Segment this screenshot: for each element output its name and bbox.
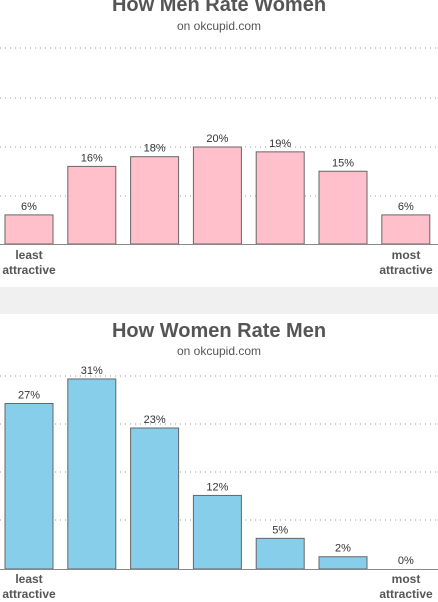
x-axis-right-label: most attractive xyxy=(379,572,433,601)
bar-6 xyxy=(318,170,368,245)
chart-title: How Women Rate Men xyxy=(111,320,327,342)
bar-1 xyxy=(4,214,54,245)
bar-2 xyxy=(67,165,117,245)
chart-panel-women-rate-men: How Women Rate Men on okcupid.com 27% 31%… xyxy=(0,314,438,601)
bar-2 xyxy=(67,378,117,570)
bar-value-label: 31% xyxy=(81,365,103,377)
x-axis-left-label: least attractive xyxy=(2,572,56,601)
bar-1 xyxy=(4,402,54,570)
bar-chart-plot: 6% 16% 18% 20% 19% 15% 6% xyxy=(0,47,438,245)
bar-3 xyxy=(130,156,180,245)
bar-value-label: 0% xyxy=(398,555,414,567)
chart-title: How Men Rate Women xyxy=(111,0,327,16)
bar-value-label: 19% xyxy=(269,138,291,150)
bar-value-label: 12% xyxy=(206,481,228,493)
bar-value-label: 23% xyxy=(144,414,166,426)
chart-panel-men-rate-women: How Men Rate Women on okcupid.com 6% 16% 1… xyxy=(0,0,438,287)
bar-4 xyxy=(192,494,242,570)
bar-chart-plot: 27% 31% 23% 12% 5% 2% 0% xyxy=(0,365,438,570)
bar-5 xyxy=(255,151,305,245)
bar-6 xyxy=(318,556,368,570)
bar-5 xyxy=(255,537,305,570)
bar-value-label: 16% xyxy=(81,152,103,164)
bar-7 xyxy=(381,214,431,245)
bar-value-label: 6% xyxy=(21,201,37,213)
bar-value-label: 6% xyxy=(398,201,414,213)
x-axis-left-label: least attractive xyxy=(2,248,56,277)
bar-value-label: 15% xyxy=(332,157,354,169)
panel-separator xyxy=(0,287,438,314)
bar-4 xyxy=(192,146,242,245)
bar-value-label: 2% xyxy=(335,543,351,555)
bar-value-label: 20% xyxy=(206,133,228,145)
bar-3 xyxy=(130,427,180,570)
x-axis-right-label: most attractive xyxy=(379,248,433,277)
chart-subtitle: on okcupid.com xyxy=(176,344,262,358)
bar-value-label: 27% xyxy=(18,389,40,401)
bar-value-label: 18% xyxy=(144,143,166,155)
bar-value-label: 5% xyxy=(272,524,288,536)
chart-subtitle: on okcupid.com xyxy=(176,19,262,33)
